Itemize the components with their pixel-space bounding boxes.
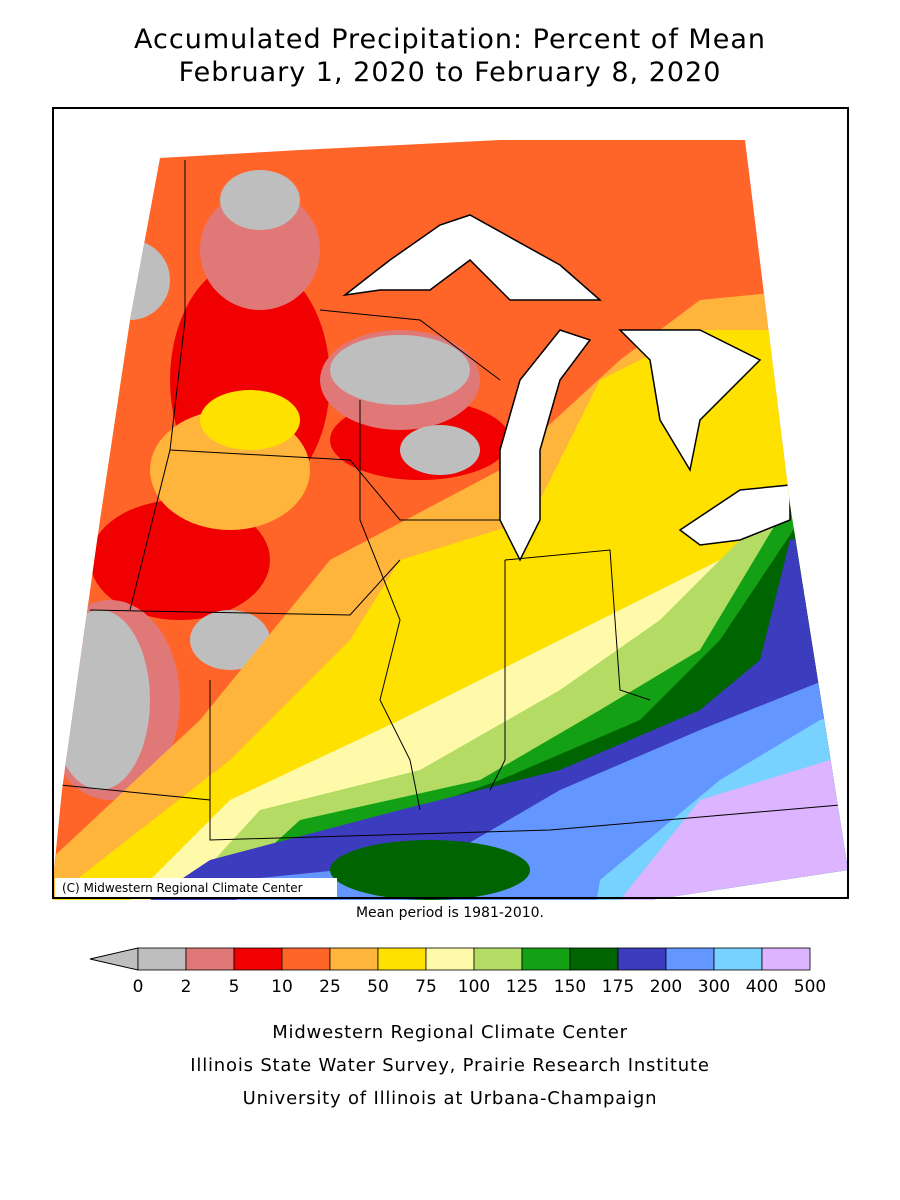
precip-map xyxy=(53,140,848,900)
legend-swatch xyxy=(761,947,811,971)
legend-tick-label: 300 xyxy=(698,977,730,997)
credit-box xyxy=(55,878,337,897)
legend-tick-label: 175 xyxy=(602,977,634,997)
legend-swatch xyxy=(233,947,283,971)
legend-swatch xyxy=(185,947,235,971)
subtitle: February 1, 2020 to February 8, 2020 xyxy=(179,57,722,88)
legend-swatch xyxy=(569,947,619,971)
legend-tick-label: 125 xyxy=(506,977,538,997)
legend-swatch xyxy=(617,947,667,971)
legend-swatch xyxy=(329,947,379,971)
legend-tick-label: 100 xyxy=(458,977,490,997)
legend-tick-label: 500 xyxy=(794,977,826,997)
legend-tick-label: 0 xyxy=(133,977,144,997)
legend-swatch xyxy=(281,947,331,971)
legend-tick-label: 75 xyxy=(415,977,437,997)
legend-tick-label: 10 xyxy=(271,977,293,997)
legend-swatch xyxy=(377,947,427,971)
legend-tick-label: 5 xyxy=(229,977,240,997)
map-frame xyxy=(52,107,849,899)
legend-swatch xyxy=(137,947,187,971)
legend-swatch xyxy=(425,947,475,971)
legend-swatch xyxy=(521,947,571,971)
legend-tick-label: 150 xyxy=(554,977,586,997)
footer-line: Midwestern Regional Climate Center xyxy=(272,1022,628,1043)
footer-line: University of Illinois at Urbana-Champai… xyxy=(243,1088,658,1109)
legend-tick-label: 50 xyxy=(367,977,389,997)
legend-tick-label: 25 xyxy=(319,977,341,997)
legend-arrow xyxy=(89,947,139,971)
legend: 0 2 5 10 25 50 75 100 125 150 175 200 300 400 500 xyxy=(89,947,826,997)
legend-tick-label: 400 xyxy=(746,977,778,997)
title: Accumulated Precipitation: Percent of Me… xyxy=(134,24,766,55)
legend-swatch xyxy=(473,947,523,971)
legend-swatch xyxy=(665,947,715,971)
legend-swatch xyxy=(713,947,763,971)
legend-tick-label: 2 xyxy=(181,977,192,997)
credit: (C) Midwestern Regional Climate Center xyxy=(62,881,303,895)
legend-tick-label: 200 xyxy=(650,977,682,997)
mean-note: Mean period is 1981-2010. xyxy=(356,905,544,921)
footer-line: Illinois State Water Survey, Prairie Res… xyxy=(190,1055,709,1076)
